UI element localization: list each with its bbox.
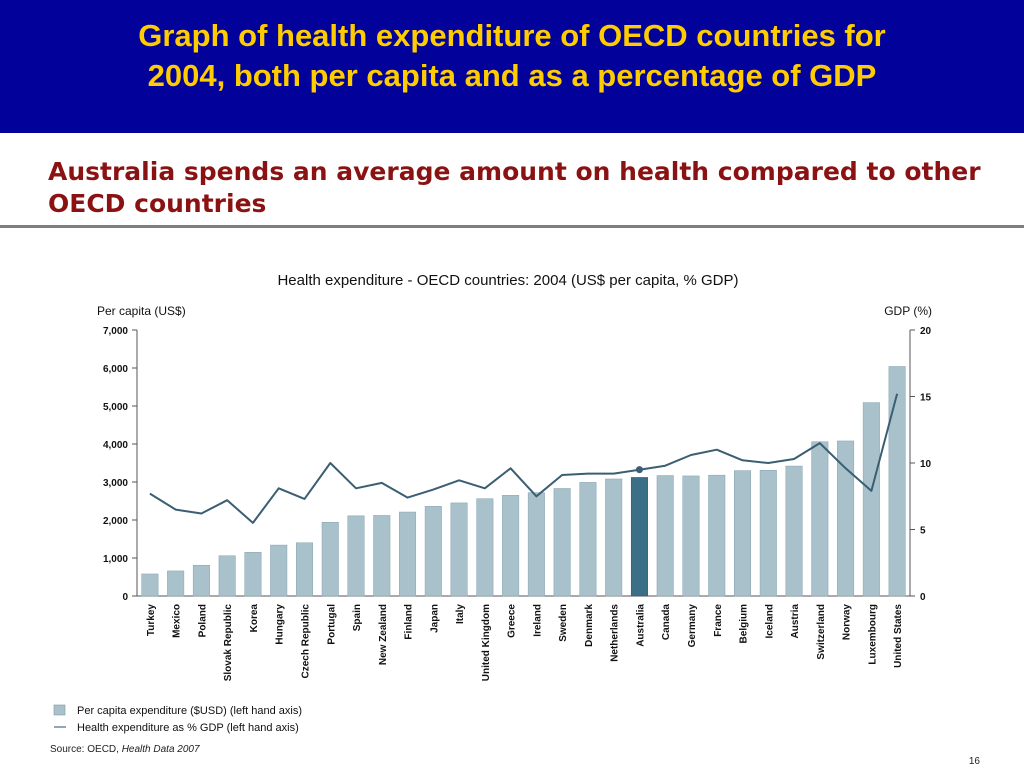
- category-label: Norway: [842, 604, 853, 641]
- bar-united-states: [888, 366, 906, 597]
- source-prefix: Source: OECD,: [50, 744, 122, 755]
- bar-canada: [656, 475, 674, 597]
- plot-area: 0 1,000 2,000 3,000 4,000 5,000 6,000 7,000 0 5 10…: [103, 326, 932, 681]
- gdp-percent-line: [149, 393, 899, 524]
- left-tick-label: 4,000: [103, 440, 128, 451]
- category-label: Hungary: [275, 604, 286, 645]
- category-label: Mexico: [172, 604, 183, 638]
- slide-title: Graph of health expenditure of OECD coun…: [40, 16, 984, 96]
- legend-swatch-per-capita: [53, 704, 66, 716]
- slide-subtitle-line-1: Australia spends an average amount on he…: [48, 157, 981, 186]
- bar-finland: [399, 511, 417, 597]
- bar-austria: [785, 465, 803, 597]
- bar-italy: [450, 502, 468, 597]
- left-tick-label: 6,000: [103, 364, 128, 375]
- bar-new-zealand: [373, 515, 391, 597]
- bar-luxembourg: [862, 402, 880, 597]
- category-label: Germany: [687, 604, 698, 648]
- bar-korea: [244, 552, 262, 597]
- category-label: Netherlands: [610, 604, 621, 662]
- category-label: Greece: [507, 604, 518, 638]
- category-label: Iceland: [764, 604, 775, 638]
- bar-switzerland: [811, 441, 829, 597]
- bar-slovak-republic: [218, 555, 236, 597]
- bar-france: [708, 474, 726, 597]
- bar-iceland: [759, 469, 777, 597]
- right-tick-label: 5: [920, 526, 926, 537]
- category-label: Denmark: [584, 604, 595, 647]
- bar-ireland: [527, 492, 545, 597]
- left-tick-label: 7,000: [103, 326, 128, 337]
- left-tick-label: 1,000: [103, 554, 128, 565]
- slide-subtitle: Australia spends an average amount on he…: [48, 156, 998, 220]
- bar-netherlands: [605, 478, 623, 597]
- right-tick-label: 10: [920, 459, 932, 470]
- legend-label-gdp: Health expenditure as % GDP (left hand a…: [77, 722, 299, 734]
- bar-greece: [502, 495, 520, 597]
- bar-portugal: [321, 522, 339, 597]
- bar-germany: [682, 475, 700, 597]
- bar-belgium: [734, 470, 752, 597]
- slide-title-line-2: 2004, both per capita and as a percentag…: [147, 58, 877, 93]
- category-label: Switzerland: [816, 604, 827, 660]
- left-tick-label: 2,000: [103, 516, 128, 527]
- left-tick-label: 5,000: [103, 402, 128, 413]
- left-tick-label: 0: [122, 592, 128, 603]
- right-tick-label: 15: [920, 393, 932, 404]
- left-tick-label: 3,000: [103, 478, 128, 489]
- category-label: Finland: [404, 604, 415, 640]
- chart-title: Health expenditure - OECD countries: 200…: [277, 272, 738, 289]
- category-label: Canada: [661, 604, 672, 641]
- category-label: Italy: [455, 604, 466, 624]
- left-axis-label: Per capita (US$): [97, 304, 186, 318]
- bar-spain: [347, 515, 365, 597]
- bar-japan: [424, 506, 442, 597]
- category-label: Japan: [429, 604, 440, 633]
- category-label: Korea: [249, 604, 260, 633]
- category-label: Sweden: [558, 604, 569, 642]
- category-label: Czech Republic: [300, 604, 311, 679]
- category-label: Ireland: [532, 604, 543, 637]
- category-label: Portugal: [326, 604, 337, 645]
- category-label: Belgium: [739, 604, 750, 644]
- chart-legend: Per capita expenditure ($USD) (left hand…: [53, 704, 302, 734]
- bar-norway: [837, 440, 855, 597]
- bar-poland: [192, 564, 210, 597]
- category-label: Poland: [197, 604, 208, 637]
- slide-subtitle-line-2: OECD countries: [48, 189, 267, 218]
- bar-czech-republic: [295, 542, 313, 597]
- right-tick-label: 20: [920, 326, 932, 337]
- bar-sweden: [553, 488, 571, 597]
- category-label: Spain: [352, 604, 363, 631]
- category-label: Australia: [635, 604, 646, 647]
- bar-hungary: [270, 544, 288, 597]
- legend-label-per-capita: Per capita expenditure ($USD) (left hand…: [77, 705, 302, 717]
- source-title: Health Data 2007: [121, 744, 200, 755]
- slide-title-line-1: Graph of health expenditure of OECD coun…: [138, 18, 886, 53]
- health-expenditure-chart: Health expenditure - OECD countries: 200…: [53, 272, 932, 734]
- category-label: United States: [893, 604, 904, 668]
- bar-mexico: [167, 570, 185, 597]
- right-tick-label: 0: [920, 592, 926, 603]
- divider-rule: [0, 225, 1024, 228]
- gdp-point-australia: [635, 466, 643, 474]
- category-label: Slovak Republic: [223, 604, 234, 682]
- category-label: France: [713, 604, 724, 637]
- source-note: Source: OECD, Health Data 2007: [50, 744, 200, 755]
- bar-united-kingdom: [476, 498, 494, 597]
- bar-australia: [630, 477, 648, 597]
- category-label: Austria: [790, 604, 801, 639]
- slide-header: Graph of health expenditure of OECD coun…: [0, 0, 1024, 133]
- bar-denmark: [579, 482, 597, 597]
- category-label: Turkey: [146, 604, 157, 636]
- right-axis-label: GDP (%): [884, 304, 932, 318]
- category-label: Luxembourg: [867, 604, 878, 665]
- page-number: 16: [968, 756, 980, 767]
- bar-turkey: [141, 573, 159, 597]
- category-label: New Zealand: [378, 604, 389, 665]
- category-label: United Kingdom: [481, 604, 492, 681]
